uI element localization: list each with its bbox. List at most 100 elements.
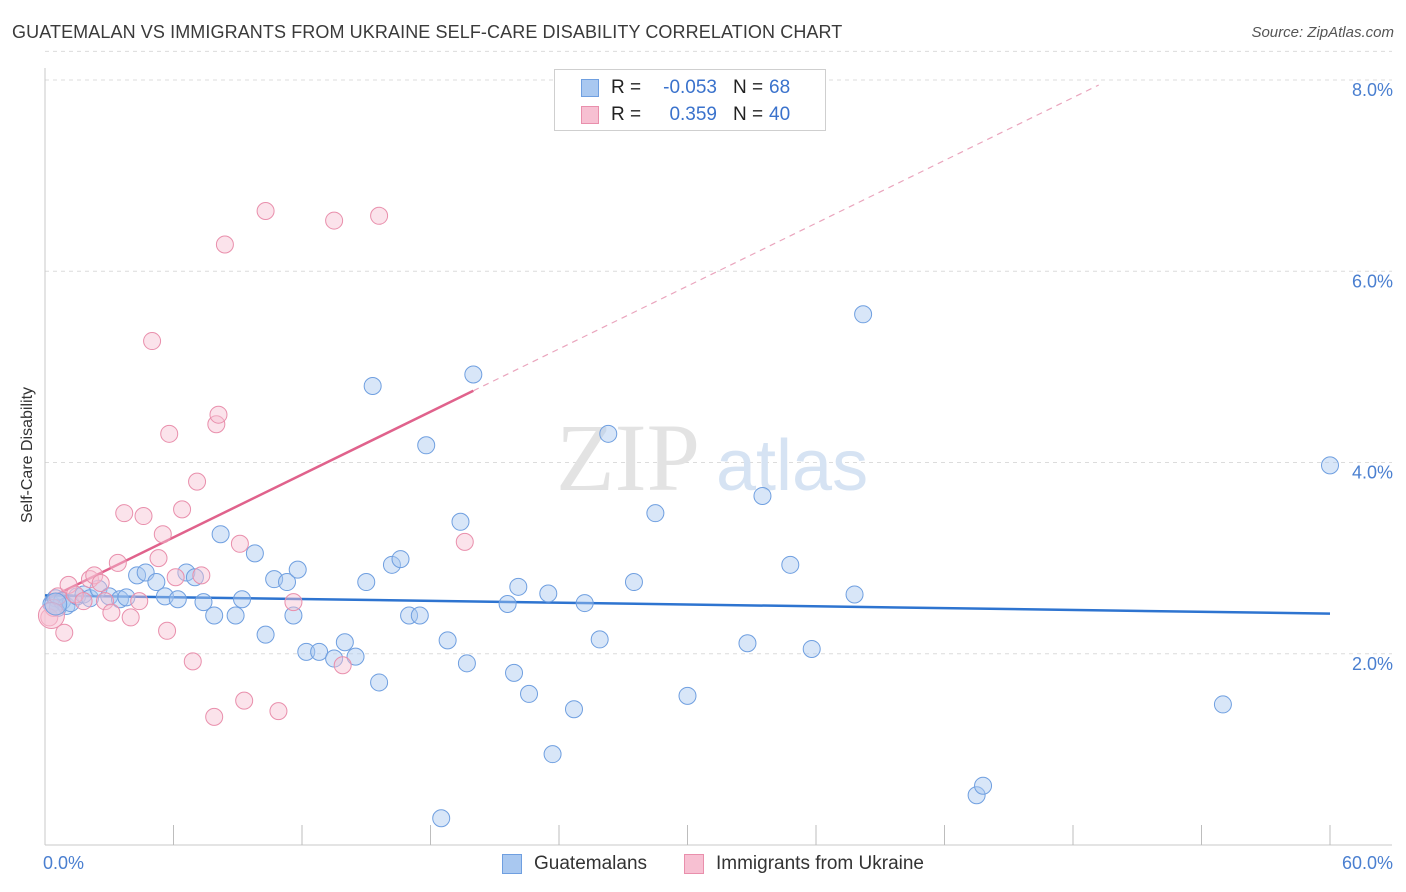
point-ukraine <box>55 623 74 642</box>
point-ukraine <box>143 332 162 351</box>
point-ukraine <box>59 575 78 594</box>
point-guatemalans <box>520 684 539 703</box>
point-guatemalans <box>357 573 376 592</box>
point-guatemalans <box>646 504 665 523</box>
point-ukraine <box>115 504 134 523</box>
point-guatemalans <box>177 563 196 582</box>
y-tick-label: 2.0% <box>1352 654 1393 674</box>
point-guatemalans <box>44 592 68 616</box>
point-ukraine <box>325 211 344 230</box>
point-guatemalans <box>363 377 382 395</box>
point-ukraine <box>370 206 389 225</box>
point-guatemalans <box>1321 456 1339 475</box>
point-ukraine <box>160 424 179 443</box>
x-tick-label: 60.0% <box>1342 853 1393 873</box>
point-guatemalans <box>226 606 245 625</box>
n-label: N = <box>733 77 764 98</box>
stats-row-guatemalans: R = -0.053 N = 68 <box>555 74 825 100</box>
data-points <box>37 202 1339 828</box>
r-label: R = <box>611 77 642 98</box>
point-guatemalans <box>382 555 401 574</box>
point-guatemalans <box>590 630 609 649</box>
y-tick-label: 6.0% <box>1352 271 1393 291</box>
point-guatemalans <box>854 305 873 324</box>
point-guatemalans <box>781 555 800 574</box>
point-ukraine <box>74 592 93 611</box>
n-value: 68 <box>769 77 791 98</box>
point-guatemalans <box>753 486 772 505</box>
legend-swatch-guatemalans <box>502 854 522 874</box>
point-guatemalans <box>245 544 264 563</box>
point-guatemalans <box>509 577 528 596</box>
point-guatemalans <box>346 647 365 666</box>
point-ukraine <box>230 534 249 553</box>
point-ukraine <box>102 603 121 622</box>
point-ukraine <box>153 525 172 544</box>
point-ukraine <box>205 707 224 726</box>
point-ukraine <box>333 656 352 675</box>
trend-line-ukraine <box>44 389 474 602</box>
point-guatemalans <box>564 700 583 719</box>
axes <box>44 68 1392 846</box>
gridlines <box>45 50 1392 655</box>
point-guatemalans <box>498 595 517 614</box>
point-guatemalans <box>168 590 187 609</box>
point-ukraine <box>166 568 185 587</box>
point-guatemalans <box>417 436 436 455</box>
source-label: Source: ZipAtlas.com <box>1251 24 1394 41</box>
point-ukraine <box>158 621 177 640</box>
point-ukraine <box>173 500 192 519</box>
point-guatemalans <box>974 776 993 795</box>
legend-label: Immigrants from Ukraine <box>716 853 924 874</box>
point-guatemalans <box>278 573 297 592</box>
point-guatemalans <box>505 663 524 682</box>
point-ukraine <box>235 691 254 710</box>
point-guatemalans <box>845 585 864 604</box>
y-tick-label: 4.0% <box>1352 463 1393 483</box>
point-guatemalans <box>310 642 329 661</box>
point-guatemalans <box>211 525 230 544</box>
point-guatemalans <box>205 606 224 625</box>
point-guatemalans <box>185 568 204 587</box>
stats-swatch-guatemalans <box>581 79 599 97</box>
point-guatemalans <box>432 809 451 828</box>
point-guatemalans <box>802 639 821 658</box>
legend-swatch-ukraine <box>684 854 704 874</box>
trend-line-guatemalans <box>44 594 1331 615</box>
stats-row-ukraine: R = 0.359 N = 40 <box>555 101 825 127</box>
point-guatemalans <box>543 745 562 764</box>
point-guatemalans <box>451 512 470 531</box>
watermark-atlas: atlas <box>716 426 868 506</box>
point-ukraine <box>284 593 303 612</box>
point-ukraine <box>85 566 104 585</box>
point-guatemalans <box>335 633 354 652</box>
point-guatemalans <box>624 573 643 592</box>
r-value: 0.359 <box>669 104 717 125</box>
point-guatemalans <box>256 625 275 644</box>
point-guatemalans <box>288 560 307 579</box>
x-tick-label: 0.0% <box>43 853 84 873</box>
stats-swatch-ukraine <box>581 106 599 124</box>
point-guatemalans <box>539 584 558 603</box>
point-guatemalans <box>400 606 419 625</box>
point-ukraine <box>95 592 114 611</box>
point-ukraine <box>130 592 149 611</box>
point-guatemalans <box>575 594 594 613</box>
chart-title: GUATEMALAN VS IMMIGRANTS FROM UKRAINE SE… <box>12 22 843 42</box>
point-guatemalans <box>678 686 697 705</box>
point-ukraine <box>134 507 153 526</box>
y-tick-label: 8.0% <box>1352 80 1393 100</box>
point-ukraine <box>188 472 207 491</box>
point-ukraine <box>192 566 211 585</box>
point-guatemalans <box>457 654 476 673</box>
point-guatemalans <box>147 573 166 592</box>
n-label: N = <box>733 104 764 125</box>
tick-labels: 2.0% 4.0% 6.0% 8.0% 0.0% 60.0% <box>43 80 1393 873</box>
point-ukraine <box>215 235 234 254</box>
legend: Guatemalans Immigrants from Ukraine <box>0 852 1406 876</box>
point-guatemalans <box>1213 695 1232 714</box>
point-ukraine <box>455 532 474 551</box>
r-value: -0.053 <box>663 77 717 98</box>
n-value: 40 <box>769 104 791 125</box>
